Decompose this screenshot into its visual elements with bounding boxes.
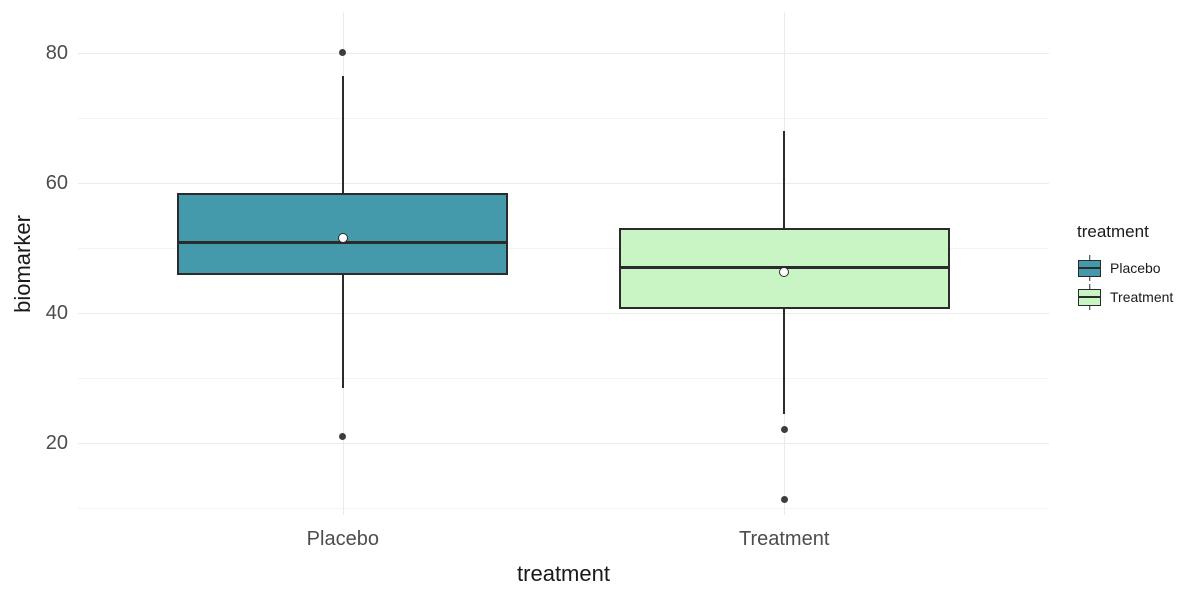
y-tick-label: 40	[45, 301, 68, 324]
mean-point-treatment	[779, 266, 790, 277]
legend-key-median	[1078, 267, 1101, 269]
x-tick-label: Treatment	[738, 528, 830, 550]
gridline-horizontal-major	[78, 182, 1049, 184]
legend-boxplot-key-icon	[1077, 255, 1102, 281]
legend-entry-placebo: Placebo	[1077, 255, 1173, 281]
y-axis-title: biomarker	[10, 215, 35, 313]
legend-entries: Placebo Treatment	[1077, 255, 1173, 310]
gridline-horizontal-minor	[78, 247, 1049, 249]
x-axis-title: treatment	[517, 561, 610, 586]
legend: treatment Placebo Treatment	[1077, 222, 1173, 313]
legend-entry-treatment: Treatment	[1077, 284, 1173, 310]
gridline-horizontal-major	[78, 442, 1049, 444]
plot-panel	[78, 12, 1049, 515]
gridline-horizontal-minor	[78, 507, 1049, 509]
median-line-placebo	[177, 240, 509, 245]
outlier-point-placebo	[339, 49, 347, 57]
gridline-horizontal-minor	[78, 117, 1049, 119]
outlier-point-treatment	[780, 495, 788, 503]
mean-point-placebo	[337, 232, 348, 243]
gridline-horizontal-minor	[78, 377, 1049, 379]
legend-entry-label: Placebo	[1110, 260, 1161, 276]
gridline-horizontal-major	[78, 52, 1049, 54]
box-placebo	[177, 192, 509, 276]
x-tick-label: Placebo	[306, 528, 379, 550]
outlier-point-treatment	[780, 426, 788, 434]
y-tick-label: 80	[45, 41, 68, 64]
legend-key-median	[1078, 296, 1101, 298]
y-tick-label: 60	[45, 171, 68, 194]
y-tick-label: 20	[45, 431, 68, 454]
legend-entry-label: Treatment	[1110, 289, 1174, 305]
legend-title: treatment	[1077, 222, 1149, 241]
legend-boxplot-key-icon	[1077, 284, 1102, 310]
gridline-horizontal-major	[78, 312, 1049, 314]
outlier-point-placebo	[339, 432, 347, 440]
